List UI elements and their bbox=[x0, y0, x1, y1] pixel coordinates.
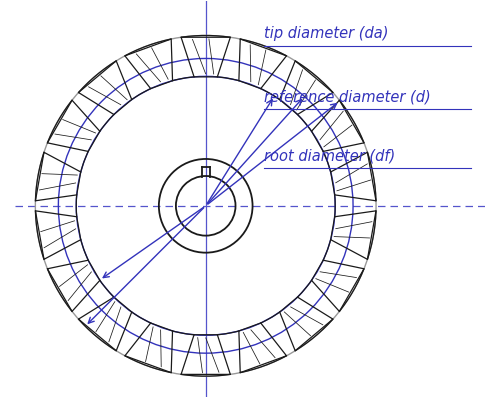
Text: reference diameter (d): reference diameter (d) bbox=[264, 89, 436, 104]
Text: tip diameter (da): tip diameter (da) bbox=[264, 26, 393, 41]
Text: root diameter (df): root diameter (df) bbox=[264, 148, 400, 164]
